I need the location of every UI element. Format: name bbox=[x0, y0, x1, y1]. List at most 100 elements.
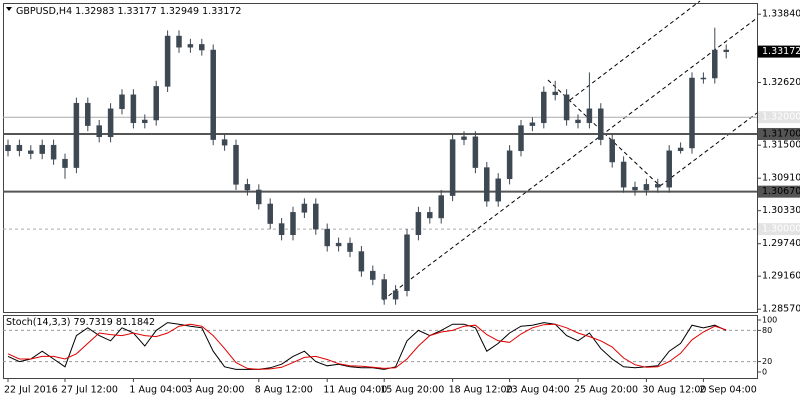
y-tick-label: 1.30330 bbox=[762, 205, 800, 216]
header-value: 1.32949 bbox=[160, 6, 199, 17]
x-tick-label: 27 Jul 12:00 bbox=[61, 385, 118, 396]
candle-body bbox=[233, 144, 239, 185]
chart-header: GBPUSD,H4 1.32983 1.33177 1.32949 1.3317… bbox=[16, 6, 241, 17]
candle-body bbox=[221, 139, 228, 146]
y-tick-label: 1.29160 bbox=[762, 271, 800, 282]
main-frame bbox=[3, 3, 758, 313]
candle-body bbox=[575, 119, 581, 124]
candle-body bbox=[119, 94, 125, 110]
candle-body bbox=[438, 195, 444, 219]
y-tick-label: 1.29740 bbox=[762, 238, 800, 249]
candle-body bbox=[278, 223, 285, 236]
level-label-box bbox=[758, 111, 800, 124]
candle-body bbox=[472, 136, 479, 168]
candle-body bbox=[495, 178, 501, 202]
x-tick-label: 2 Sep 04:00 bbox=[699, 385, 756, 396]
candle-body bbox=[529, 122, 536, 126]
candle-body bbox=[700, 77, 707, 80]
candle-body bbox=[313, 203, 319, 230]
candle-body bbox=[712, 49, 718, 79]
candle-body bbox=[96, 125, 102, 138]
candle-body bbox=[552, 91, 558, 96]
candle-body bbox=[210, 49, 216, 140]
candle-body bbox=[199, 44, 205, 51]
candle-body bbox=[404, 234, 410, 291]
x-tick-label: 3 Aug 20:00 bbox=[186, 385, 244, 396]
level-label-box bbox=[758, 185, 800, 198]
candle-body bbox=[73, 102, 80, 168]
candle-body bbox=[541, 91, 547, 124]
candle-body bbox=[290, 212, 296, 235]
y-tick-label: 0 bbox=[762, 368, 767, 377]
candle-body bbox=[392, 290, 399, 300]
candle-body bbox=[598, 108, 604, 140]
candle-body bbox=[324, 228, 330, 247]
header-value: 79.7319 bbox=[73, 317, 112, 328]
candle-body bbox=[506, 150, 513, 180]
level-label: 1.32000 bbox=[762, 112, 800, 123]
x-tick-label: 1 Aug 04:00 bbox=[129, 385, 187, 396]
candle-body bbox=[335, 242, 342, 247]
candle-body bbox=[5, 144, 11, 152]
candle-body bbox=[484, 167, 490, 202]
candle-body bbox=[153, 86, 159, 121]
menu-arrow[interactable] bbox=[6, 7, 12, 11]
level-label: 1.30670 bbox=[762, 186, 800, 197]
x-tick-label: 22 Jul 2016 bbox=[4, 385, 58, 396]
y-tick-label: 100 bbox=[762, 316, 777, 325]
stoch-frame bbox=[3, 315, 758, 379]
x-tick-label: 11 Aug 04:00 bbox=[323, 385, 387, 396]
x-tick-label: 23 Aug 04:00 bbox=[506, 385, 570, 396]
price-label: 1.33172 bbox=[762, 46, 800, 57]
candle-body bbox=[677, 147, 684, 152]
stoch-title: Stoch(14,3,3) bbox=[6, 317, 70, 328]
candle-body bbox=[164, 35, 171, 87]
candle-body bbox=[427, 212, 433, 219]
candle-body bbox=[689, 77, 695, 149]
candle-body bbox=[518, 125, 524, 152]
candle-body bbox=[563, 94, 570, 121]
level-label-box bbox=[758, 223, 800, 236]
level-label: 1.31700 bbox=[762, 128, 800, 139]
candle-body bbox=[107, 108, 114, 138]
candle-body bbox=[358, 251, 365, 272]
x-tick-label: 8 Aug 12:00 bbox=[255, 385, 313, 396]
candle-body bbox=[632, 186, 638, 191]
candle-body bbox=[381, 279, 387, 300]
candle-body bbox=[39, 144, 45, 154]
symbol: GBPUSD,H4 bbox=[16, 6, 72, 17]
trend-line bbox=[659, 112, 758, 187]
candle-body bbox=[16, 144, 23, 152]
candle-body bbox=[655, 184, 661, 188]
header-value: 1.33172 bbox=[202, 6, 241, 17]
candle-body bbox=[28, 150, 34, 154]
candle-body bbox=[62, 158, 68, 168]
candle-body bbox=[620, 161, 627, 188]
price-label-box bbox=[758, 45, 800, 58]
candle-body bbox=[256, 189, 262, 205]
stoch-line bbox=[7, 322, 727, 370]
level-label-box bbox=[758, 127, 800, 140]
level-label: 1.30000 bbox=[762, 224, 800, 235]
y-tick-label: 1.28570 bbox=[762, 304, 800, 315]
candle-body bbox=[50, 144, 57, 160]
y-tick-label: 20 bbox=[762, 357, 772, 366]
candle-body bbox=[142, 119, 148, 124]
candle-body bbox=[85, 102, 91, 126]
stoch-header: Stoch(14,3,3) 79.7319 81.1842 bbox=[6, 317, 155, 328]
header-value: 81.1842 bbox=[116, 317, 155, 328]
candle-body bbox=[347, 242, 353, 252]
trend-line bbox=[569, 0, 701, 101]
candle-body bbox=[187, 44, 194, 48]
candle-body bbox=[609, 139, 615, 163]
header-value: 1.33177 bbox=[117, 6, 156, 17]
candle-body bbox=[370, 270, 376, 280]
candle-body bbox=[586, 108, 593, 124]
y-tick-label: 80 bbox=[762, 326, 772, 335]
candle-body bbox=[723, 49, 729, 52]
candle-body bbox=[130, 94, 137, 124]
x-tick-label: 18 Aug 12:00 bbox=[449, 385, 513, 396]
candle-body bbox=[461, 136, 467, 140]
